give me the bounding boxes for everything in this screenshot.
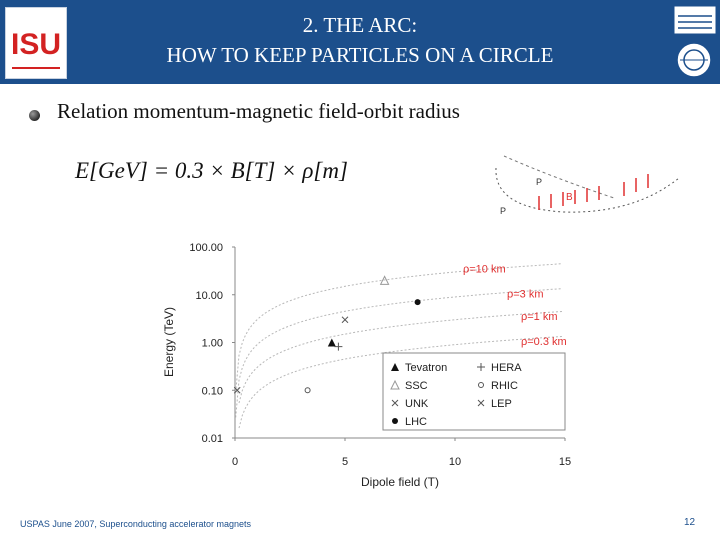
y-tick-label: 10.00 [195,290,223,302]
bullet-text: Relation momentum-magnetic field-orbit r… [57,99,460,123]
x-axis-label: Dipole field (T) [361,475,439,489]
data-point-hera [334,342,343,351]
legend-label: UNK [405,398,429,410]
radius-line [238,311,563,404]
radius-line [235,263,563,393]
logo-left-letters: ISU [11,28,61,61]
legend-marker [478,382,484,388]
data-point-rhic [304,387,311,394]
y-tick-label: 1.00 [202,338,223,350]
radius-line-label: ρ=10 km [463,263,506,275]
energy-formula: E[GeV] = 0.3 × B[T] × ρ[m] [75,158,348,183]
legend-label: Tevatron [405,362,447,374]
y-tick-label: 0.10 [202,385,223,397]
legend-marker [477,399,485,407]
radius-line-label: ρ=1 km [521,311,558,323]
legend-marker [391,399,399,407]
title-line-1: 2. THE ARC: [302,13,418,37]
y-tick-label: 100.00 [189,242,223,254]
bullet-icon [29,110,40,121]
radius-line-label: ρ=3 km [507,288,544,300]
legend-label: HERA [491,362,522,374]
slide-header: ISU 2. THE ARC: HOW TO KEEP PARTICLES ON… [0,0,720,84]
arc-label-p-bottom: P [500,206,506,216]
data-point-unk [341,316,349,324]
x-tick-label: 10 [449,456,461,468]
cern-logos [668,2,720,84]
energy-vs-field-chart: 0.01 0.10 1.00 10.00 100.00 0 5 10 15 ρ=10 km ρ=… [162,242,571,489]
legend-label: LHC [405,416,427,428]
radius-line-label: ρ=0.3 km [521,336,567,348]
legend-label: LEP [491,398,512,410]
data-point-lep [233,386,241,394]
chart-legend: Tevatron HERA SSC RHIC UNK LEP LHC [382,352,566,431]
data-point-tevatron [327,338,336,347]
legend-marker [390,379,400,390]
x-tick-label: 5 [342,456,348,468]
y-tick-label: 0.01 [202,433,223,445]
radius-line [235,288,563,418]
legend-marker [391,363,399,371]
x-tick-label: 15 [559,456,571,468]
radius-line [238,335,563,429]
y-axis-label: Energy (TeV) [162,307,176,377]
slide-title: 2. THE ARC: HOW TO KEEP PARTICLES ON A C… [100,10,620,70]
title-line-2: HOW TO KEEP PARTICLES ON A CIRCLE [166,43,554,67]
data-point-ssc [379,275,390,285]
footer-text: USPAS June 2007, Superconducting acceler… [20,519,251,529]
legend-label: SSC [405,380,428,392]
legend-marker [477,363,485,371]
data-point-lhc [414,299,421,306]
x-tick-label: 0 [232,456,238,468]
orbit-diagram: P B P [495,155,680,216]
isu-logo: ISU [5,7,67,79]
page-number: 12 [684,517,696,528]
legend-label: RHIC [491,380,518,392]
legend-marker [392,418,398,424]
arc-label-b: B [566,192,573,203]
arc-label-p-top: P [536,177,542,187]
